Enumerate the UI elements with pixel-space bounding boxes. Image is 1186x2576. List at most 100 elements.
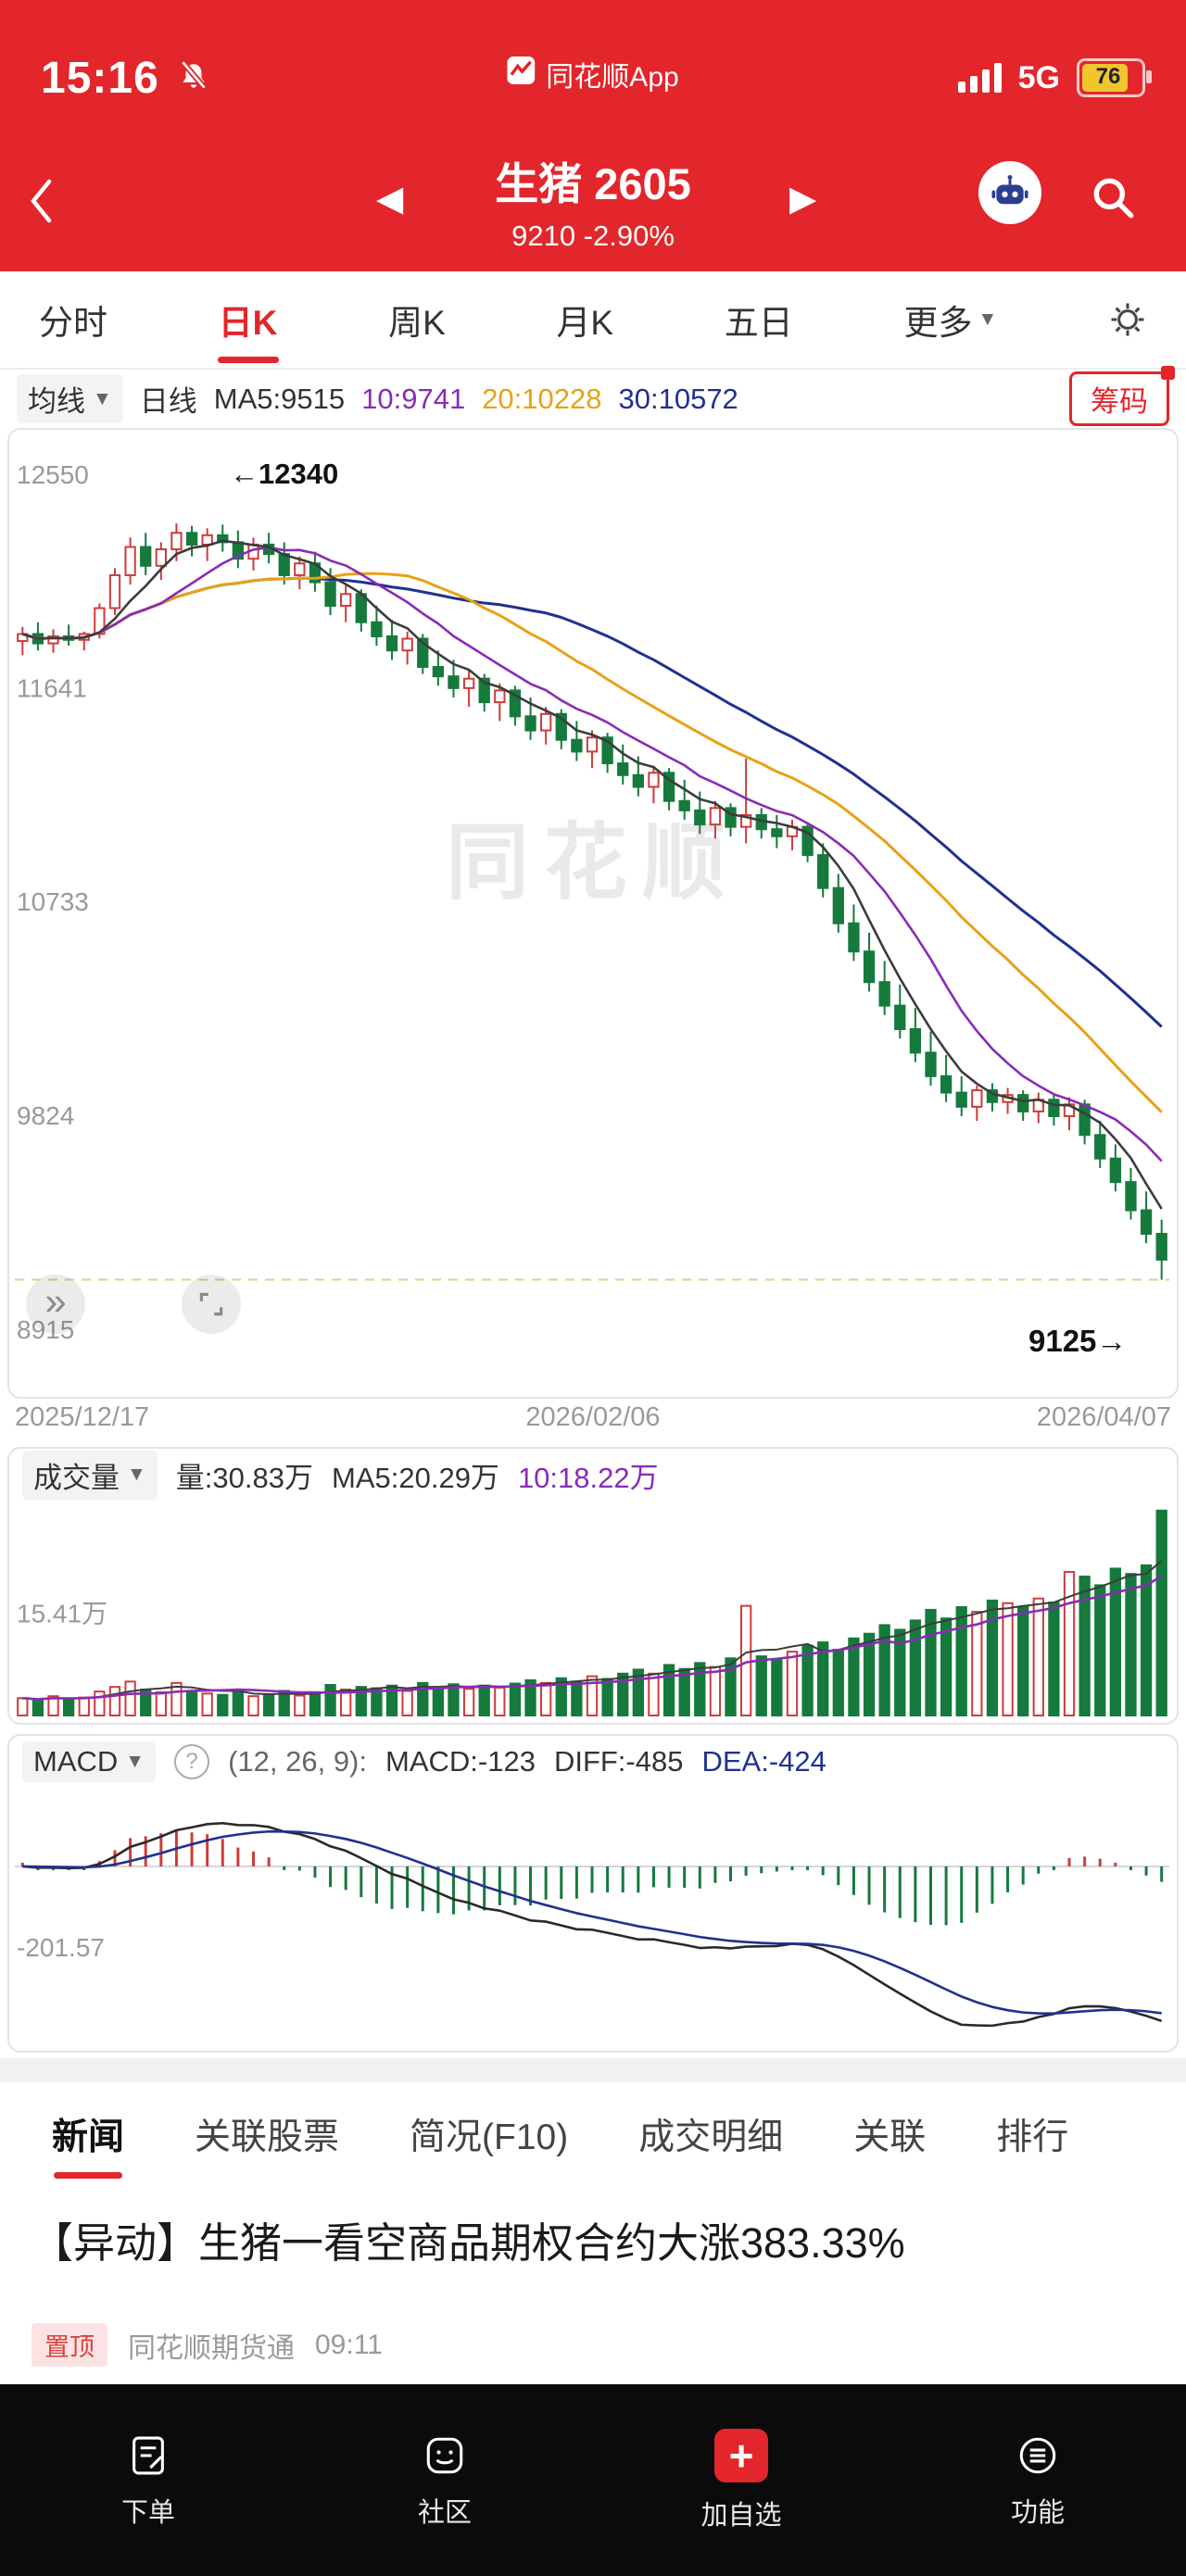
tab-monthly-k[interactable]: 月K xyxy=(556,304,614,342)
macd-pane[interactable]: MACD ▼ ? (12, 26, 9): MACD:-123 DIFF:-48… xyxy=(7,1734,1179,2053)
svg-text:10733: 10733 xyxy=(17,887,89,916)
ma20-value: 20:10228 xyxy=(482,382,602,415)
notification-dot xyxy=(1161,366,1175,380)
news-headline[interactable]: 【异动】生猪一看空商品期权合约大涨383.33% xyxy=(32,2219,905,2267)
clock: 15:16 xyxy=(41,53,159,103)
community-icon xyxy=(426,2437,463,2473)
contract-title-block: 生猪 2605 9210 -2.90% xyxy=(495,148,691,253)
tab-daily-k[interactable]: 日K xyxy=(217,271,279,368)
svg-text:9125→: 9125→ xyxy=(1028,1324,1127,1358)
settings-gear-icon[interactable] xyxy=(1108,271,1147,368)
status-bar: 15:16 同花顺App 5G xyxy=(0,0,1186,135)
tab-related[interactable]: 关联 xyxy=(853,2117,927,2157)
next-contract-icon[interactable]: ▶ xyxy=(789,180,817,219)
functions-menu-icon xyxy=(1019,2437,1056,2473)
battery-percent: 76 xyxy=(1095,64,1121,89)
tab-profile-f10[interactable]: 简况(F10) xyxy=(410,2117,569,2157)
ma10-value: 10:9741 xyxy=(361,382,466,415)
nav-add-watchlist[interactable]: + 加自选 xyxy=(593,2384,890,2576)
x-label-mid: 2026/02/06 xyxy=(525,1402,661,1432)
fullscreen-icon xyxy=(199,1292,223,1316)
nav-place-order[interactable]: 下单 xyxy=(0,2384,296,2576)
status-left: 15:16 xyxy=(41,53,211,104)
battery-fill xyxy=(1082,64,1128,92)
nav-community[interactable]: 社区 xyxy=(296,2384,593,2576)
tab-weekly-k[interactable]: 周K xyxy=(388,304,446,342)
status-right: 5G 76 xyxy=(957,58,1152,97)
status-app-title: 同花顺App xyxy=(507,54,679,94)
double-chevron-icon: » xyxy=(44,1279,67,1323)
news-time: 09:11 xyxy=(315,2329,383,2360)
ma-selector-chip[interactable]: 均线 ▼ xyxy=(17,374,123,423)
tab-news[interactable]: 新闻 xyxy=(52,2082,124,2186)
drawing-tools-expand-button[interactable]: » xyxy=(26,1275,85,1334)
volume-header: 成交量 ▼ 量:30.83万 MA5:20.29万 10:18.22万 xyxy=(9,1449,1177,1501)
ma-indicator-row: 均线 ▼ 日线 MA5:9515 10:9741 20:10228 30:105… xyxy=(0,366,1186,428)
pinned-badge: 置顶 xyxy=(32,2323,107,2367)
svg-text:15.41万: 15.41万 xyxy=(17,1599,107,1627)
active-tab-underline xyxy=(54,2172,122,2179)
app-label: 同花顺App xyxy=(546,62,679,93)
red-header-background xyxy=(0,0,1186,271)
add-plus-icon: + xyxy=(714,2428,768,2482)
macd-params: (12, 26, 9): xyxy=(228,1745,367,1778)
chevron-down-icon: ▼ xyxy=(978,308,998,330)
app-logo-icon xyxy=(507,57,536,92)
back-icon[interactable] xyxy=(26,170,59,236)
macd-chart[interactable]: -201.57 xyxy=(9,1788,1177,2047)
news-tab-bar: 新闻 关联股票 简况(F10) 成交明细 关联 排行 xyxy=(0,2082,1186,2186)
bottom-nav-bar: 下单 社区 + 加自选 功能 xyxy=(0,2384,1186,2576)
news-source: 同花顺期货通 xyxy=(128,2332,295,2364)
contract-quote: 9210 -2.90% xyxy=(511,220,675,252)
period-tab-bar: 分时 日K 周K 月K 五日 更多 ▼ xyxy=(0,271,1186,370)
tab-more[interactable]: 更多 ▼ xyxy=(903,304,998,342)
x-label-end: 2026/04/07 xyxy=(1036,1402,1171,1432)
contract-title: 生猪 2605 xyxy=(495,159,691,208)
battery-indicator: 76 xyxy=(1077,58,1152,97)
news-meta: 置顶 同花顺期货通 09:11 xyxy=(32,2323,383,2367)
order-document-icon xyxy=(132,2436,164,2474)
help-icon[interactable]: ? xyxy=(174,1744,210,1779)
battery-cap xyxy=(1146,70,1152,83)
diff-value: DIFF:-485 xyxy=(553,1745,684,1778)
tab-ranking[interactable]: 排行 xyxy=(996,2117,1069,2157)
chevron-down-icon: ▼ xyxy=(125,1751,145,1772)
chip-distribution-button[interactable]: 筹码 xyxy=(1069,366,1175,426)
tab-five-day[interactable]: 五日 xyxy=(724,304,793,342)
macd-header: MACD ▼ ? (12, 26, 9): MACD:-123 DIFF:-48… xyxy=(9,1736,1177,1788)
svg-text:8915: 8915 xyxy=(17,1315,74,1344)
kline-chart-pane[interactable]: 12550 11641 10733 9824 8915 ←12340 9125→ 同花顺 » xyxy=(7,428,1179,1399)
svg-text:11641: 11641 xyxy=(17,674,87,703)
nav-functions[interactable]: 功能 xyxy=(890,2384,1186,2576)
chevron-down-icon: ▼ xyxy=(93,387,112,409)
tab-trade-details[interactable]: 成交明细 xyxy=(638,2117,784,2157)
volume-value: 量:30.83万 xyxy=(175,1461,313,1494)
volume-ma5-value: MA5:20.29万 xyxy=(332,1461,499,1494)
tab-related-stocks[interactable]: 关联股票 xyxy=(195,2117,340,2157)
volume-pane[interactable]: 成交量 ▼ 量:30.83万 MA5:20.29万 10:18.22万 15.4… xyxy=(7,1447,1179,1725)
chevron-down-icon: ▼ xyxy=(127,1464,146,1485)
volume-ma10-value: 10:18.22万 xyxy=(517,1461,659,1494)
svg-text:12550: 12550 xyxy=(17,460,89,489)
svg-text:←12340: ←12340 xyxy=(230,458,338,490)
x-axis-labels: 2025/12/17 2026/02/06 2026/04/07 xyxy=(15,1402,1171,1433)
kline-chart[interactable]: 12550 11641 10733 9824 8915 ←12340 9125→ xyxy=(9,430,1177,1397)
signal-strength-icon xyxy=(957,63,1002,93)
fullscreen-button[interactable] xyxy=(182,1275,241,1334)
volume-chart[interactable]: 15.41万 xyxy=(9,1501,1177,1721)
ma30-value: 30:10572 xyxy=(618,382,738,415)
section-divider xyxy=(0,2058,1186,2082)
mute-bell-icon xyxy=(176,58,211,98)
search-icon[interactable] xyxy=(1088,172,1140,229)
macd-selector-chip[interactable]: MACD ▼ xyxy=(22,1741,157,1782)
prev-contract-icon[interactable]: ◀ xyxy=(376,180,404,219)
volume-selector-chip[interactable]: 成交量 ▼ xyxy=(22,1450,158,1500)
assistant-robot-icon[interactable] xyxy=(978,161,1041,224)
dea-value: DEA:-424 xyxy=(701,1745,826,1778)
x-label-start: 2025/12/17 xyxy=(15,1402,150,1432)
svg-text:9824: 9824 xyxy=(17,1101,74,1130)
tab-minute[interactable]: 分时 xyxy=(39,304,107,342)
svg-text:-201.57: -201.57 xyxy=(17,1933,105,1962)
period-label: 日线 xyxy=(139,385,197,418)
